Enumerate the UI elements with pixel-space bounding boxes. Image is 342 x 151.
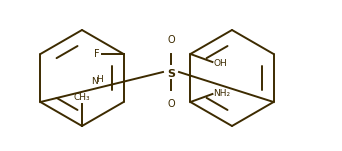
Text: O: O [167,99,175,109]
Text: N: N [91,77,98,87]
Text: F: F [94,49,100,59]
Text: O: O [167,35,175,45]
Text: CH₃: CH₃ [74,93,90,102]
Text: NH₂: NH₂ [213,88,231,98]
Text: S: S [167,69,175,79]
Text: H: H [96,76,103,85]
Text: OH: OH [213,58,227,67]
